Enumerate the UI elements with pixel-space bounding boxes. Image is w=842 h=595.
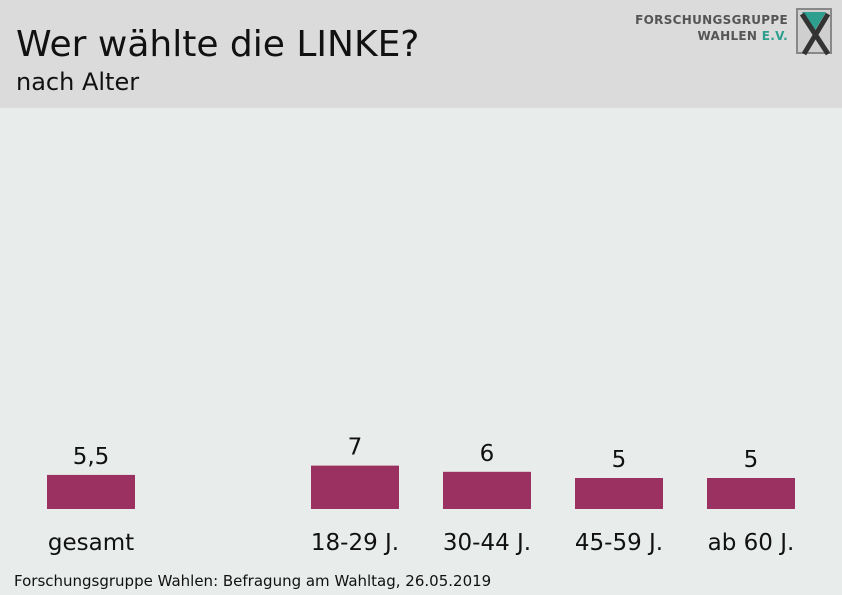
bar-3 <box>575 478 663 509</box>
logo-line-2-suffix: E.V. <box>761 29 788 43</box>
value-label-0: 5,5 <box>73 444 110 470</box>
value-label-1: 7 <box>348 435 363 461</box>
category-label-4: ab 60 J. <box>708 530 795 556</box>
source-note: Forschungsgruppe Wahlen: Befragung am Wa… <box>14 572 492 590</box>
category-label-3: 45-59 J. <box>575 530 663 556</box>
chart-subtitle: nach Alter <box>16 68 140 96</box>
value-label-4: 5 <box>744 447 759 473</box>
bar-2 <box>443 471 531 509</box>
category-label-2: 30-44 J. <box>443 530 531 556</box>
category-label-1: 18-29 J. <box>311 530 399 556</box>
logo-line-2: WAHLEN <box>697 29 758 43</box>
logo-wordmark: FORSCHUNGSGRUPPE WAHLEN E.V. <box>635 12 788 44</box>
category-label-0: gesamt <box>48 530 134 556</box>
value-label-3: 5 <box>612 447 627 473</box>
logo-line-1: FORSCHUNGSGRUPPE <box>635 13 788 27</box>
bar-1 <box>311 465 399 509</box>
bar-4 <box>707 478 795 509</box>
logo-x-icon <box>796 8 832 56</box>
bar-0 <box>47 474 135 509</box>
value-label-2: 6 <box>480 441 495 467</box>
chart-title: Wer wählte die LINKE? <box>16 24 420 65</box>
header-band: Wer wählte die LINKE? nach Alter FORSCHU… <box>0 0 842 108</box>
